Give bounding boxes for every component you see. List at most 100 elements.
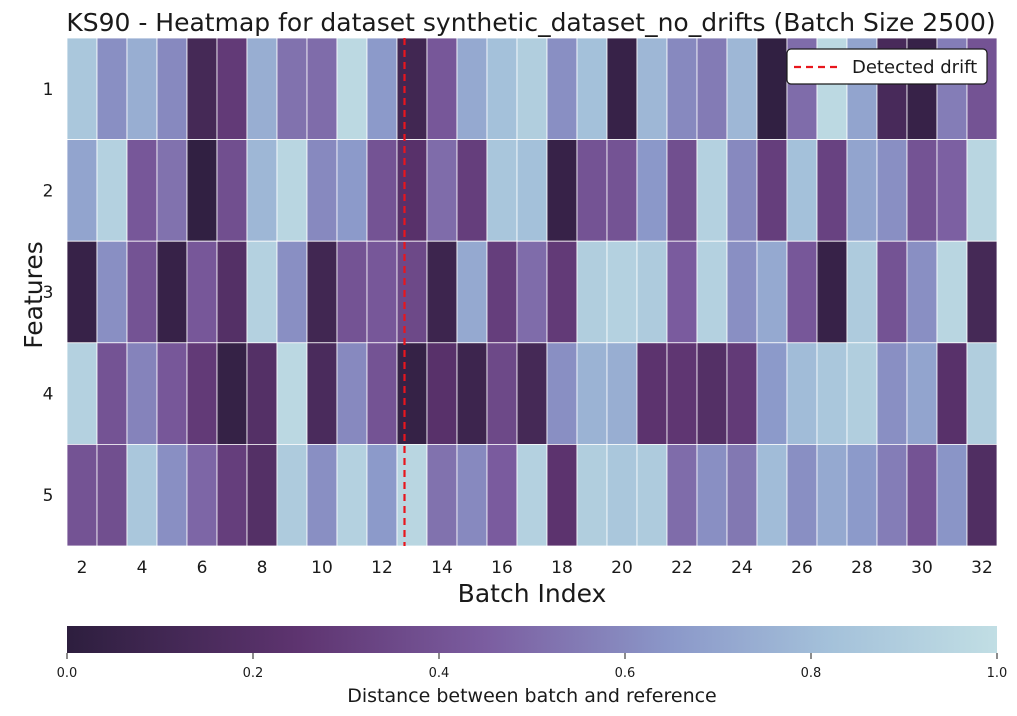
heatmap-cell xyxy=(486,443,518,547)
heatmap-cell xyxy=(666,342,698,445)
y-axis-ticks: 1 2 3 4 5 xyxy=(43,80,54,506)
heatmap-cell xyxy=(246,240,278,344)
heatmap-cell xyxy=(366,37,398,140)
heatmap-cell xyxy=(636,37,668,140)
heatmap-cell xyxy=(216,240,248,344)
heatmap-cell xyxy=(276,443,308,547)
heatmap-cell xyxy=(156,443,188,547)
heatmap-cell xyxy=(906,443,938,547)
heatmap-cell xyxy=(966,139,998,242)
heatmap-cell xyxy=(276,342,308,445)
colorbar-tick-label: 1.0 xyxy=(987,666,1008,681)
heatmap-cell xyxy=(726,37,758,140)
colorbar-label: Distance between batch and reference xyxy=(347,685,717,707)
heatmap-cell xyxy=(576,37,608,140)
heatmap-cell xyxy=(576,139,608,242)
heatmap-cell xyxy=(486,139,518,242)
legend: Detected drift xyxy=(786,48,988,85)
heatmap-cell xyxy=(546,443,578,547)
x-axis-ticks: 2 4 6 8 10 12 14 16 18 20 22 24 26 28 30 32 xyxy=(77,558,993,578)
heatmap-cell xyxy=(906,240,938,344)
heatmap-cell xyxy=(696,342,728,445)
heatmap-cell xyxy=(216,139,248,242)
heatmap-cell xyxy=(66,37,98,140)
heatmap-cell xyxy=(396,443,428,547)
x-tick-label: 20 xyxy=(611,558,633,578)
heatmap-cell xyxy=(906,342,938,445)
heatmap-cell xyxy=(846,443,878,547)
heatmap-cell xyxy=(456,37,488,140)
x-tick-label: 12 xyxy=(371,558,393,578)
x-axis-label: Batch Index xyxy=(458,579,607,608)
heatmap-cell xyxy=(126,240,158,344)
colorbar-tick-label: 0.0 xyxy=(57,666,78,681)
heatmap-cell xyxy=(216,37,248,140)
x-tick-label: 30 xyxy=(911,558,933,578)
heatmap-cell xyxy=(696,37,728,140)
heatmap-cell xyxy=(816,443,848,547)
heatmap-cell xyxy=(606,342,638,445)
y-tick-label: 1 xyxy=(43,80,54,100)
colorbar-tick-label: 0.2 xyxy=(243,666,264,681)
heatmap-cell xyxy=(936,342,968,445)
heatmap-cell xyxy=(486,342,518,445)
heatmap-cell xyxy=(516,443,548,547)
heatmap-cell xyxy=(156,139,188,242)
heatmap-cell xyxy=(966,342,998,445)
heatmap-cell xyxy=(636,443,668,547)
heatmap-cell xyxy=(576,443,608,547)
heatmap-cell xyxy=(846,240,878,344)
heatmap-cell xyxy=(246,443,278,547)
heatmap-cell xyxy=(696,443,728,547)
heatmap-cell xyxy=(246,139,278,242)
heatmap-cell xyxy=(846,342,878,445)
heatmap-cell xyxy=(816,139,848,242)
heatmap-cell xyxy=(456,139,488,242)
heatmap-cell xyxy=(726,139,758,242)
x-tick-label: 24 xyxy=(731,558,753,578)
heatmap-cell xyxy=(156,342,188,445)
heatmap-cell xyxy=(336,443,368,547)
heatmap-cell xyxy=(726,342,758,445)
heatmap-cell xyxy=(186,37,218,140)
x-tick-label: 6 xyxy=(197,558,208,578)
heatmap-cell xyxy=(276,240,308,344)
heatmap-cell xyxy=(486,37,518,140)
heatmap-cell xyxy=(126,443,158,547)
heatmap-cell xyxy=(516,139,548,242)
heatmap-cell xyxy=(396,139,428,242)
heatmap-cell xyxy=(336,342,368,445)
heatmap-cell xyxy=(456,342,488,445)
heatmap-cell xyxy=(306,342,338,445)
y-tick-label: 4 xyxy=(43,385,54,405)
heatmap-cell xyxy=(666,443,698,547)
heatmap-cell xyxy=(246,37,278,140)
heatmap-cell xyxy=(216,342,248,445)
heatmap-cell xyxy=(936,240,968,344)
heatmap-cell xyxy=(666,37,698,140)
heatmap-cell xyxy=(486,240,518,344)
heatmap-cell xyxy=(726,240,758,344)
heatmap-cell xyxy=(966,240,998,344)
colorbar-ticks: 0.0 0.2 0.4 0.6 0.8 1.0 xyxy=(57,653,1008,681)
heatmap-cell xyxy=(816,342,848,445)
heatmap-cell xyxy=(606,240,638,344)
legend-box xyxy=(786,48,988,85)
heatmap-cell xyxy=(696,240,728,344)
x-tick-label: 16 xyxy=(491,558,513,578)
heatmap-cell xyxy=(756,37,788,140)
heatmap-cell xyxy=(636,139,668,242)
heatmap-cell xyxy=(66,139,98,242)
heatmap-cell xyxy=(546,240,578,344)
heatmap-cell xyxy=(606,443,638,547)
heatmap-cell xyxy=(426,443,458,547)
heatmap-cell xyxy=(66,443,98,547)
x-tick-label: 18 xyxy=(551,558,573,578)
x-tick-label: 8 xyxy=(257,558,268,578)
heatmap-cell xyxy=(576,240,608,344)
heatmap-cell xyxy=(696,139,728,242)
heatmap-cell xyxy=(186,443,218,547)
heatmap-cell xyxy=(186,342,218,445)
x-tick-label: 10 xyxy=(311,558,333,578)
